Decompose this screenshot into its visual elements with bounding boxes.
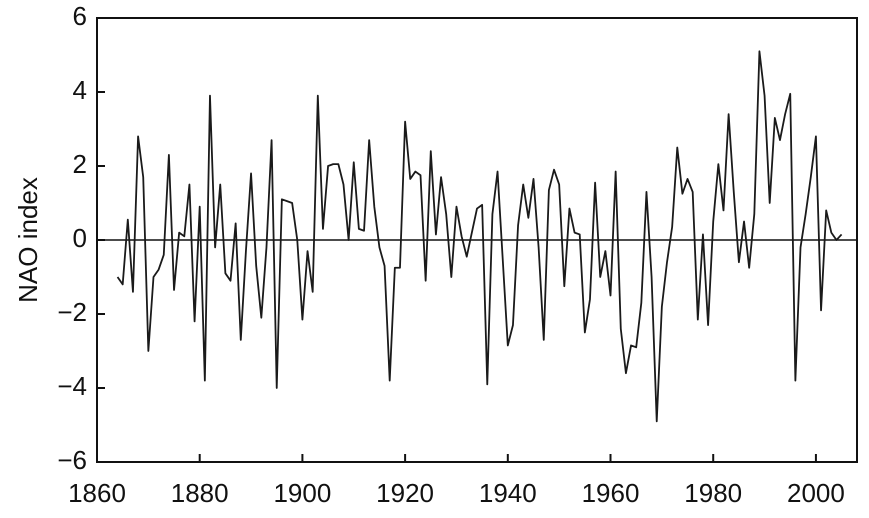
x-tick-label: 1920 [376, 478, 434, 508]
x-tick-label: 1940 [479, 478, 537, 508]
x-tick-label: 1900 [273, 478, 331, 508]
y-tick-label: 2 [73, 149, 87, 179]
y-tick-label: −6 [57, 445, 87, 475]
x-tick-label: 1960 [582, 478, 640, 508]
y-axis-label: NAO index [13, 177, 43, 303]
x-tick-label: 1860 [68, 478, 126, 508]
x-tick-label: 1880 [171, 478, 229, 508]
y-tick-label: 0 [73, 223, 87, 253]
y-tick-label: 4 [73, 75, 87, 105]
y-tick-label: −2 [57, 297, 87, 327]
y-tick-label: −4 [57, 371, 87, 401]
data-line [116, 50, 843, 423]
y-tick-label: 6 [73, 1, 87, 31]
x-tick-label: 1980 [684, 478, 742, 508]
x-tick-label: 2000 [787, 478, 845, 508]
